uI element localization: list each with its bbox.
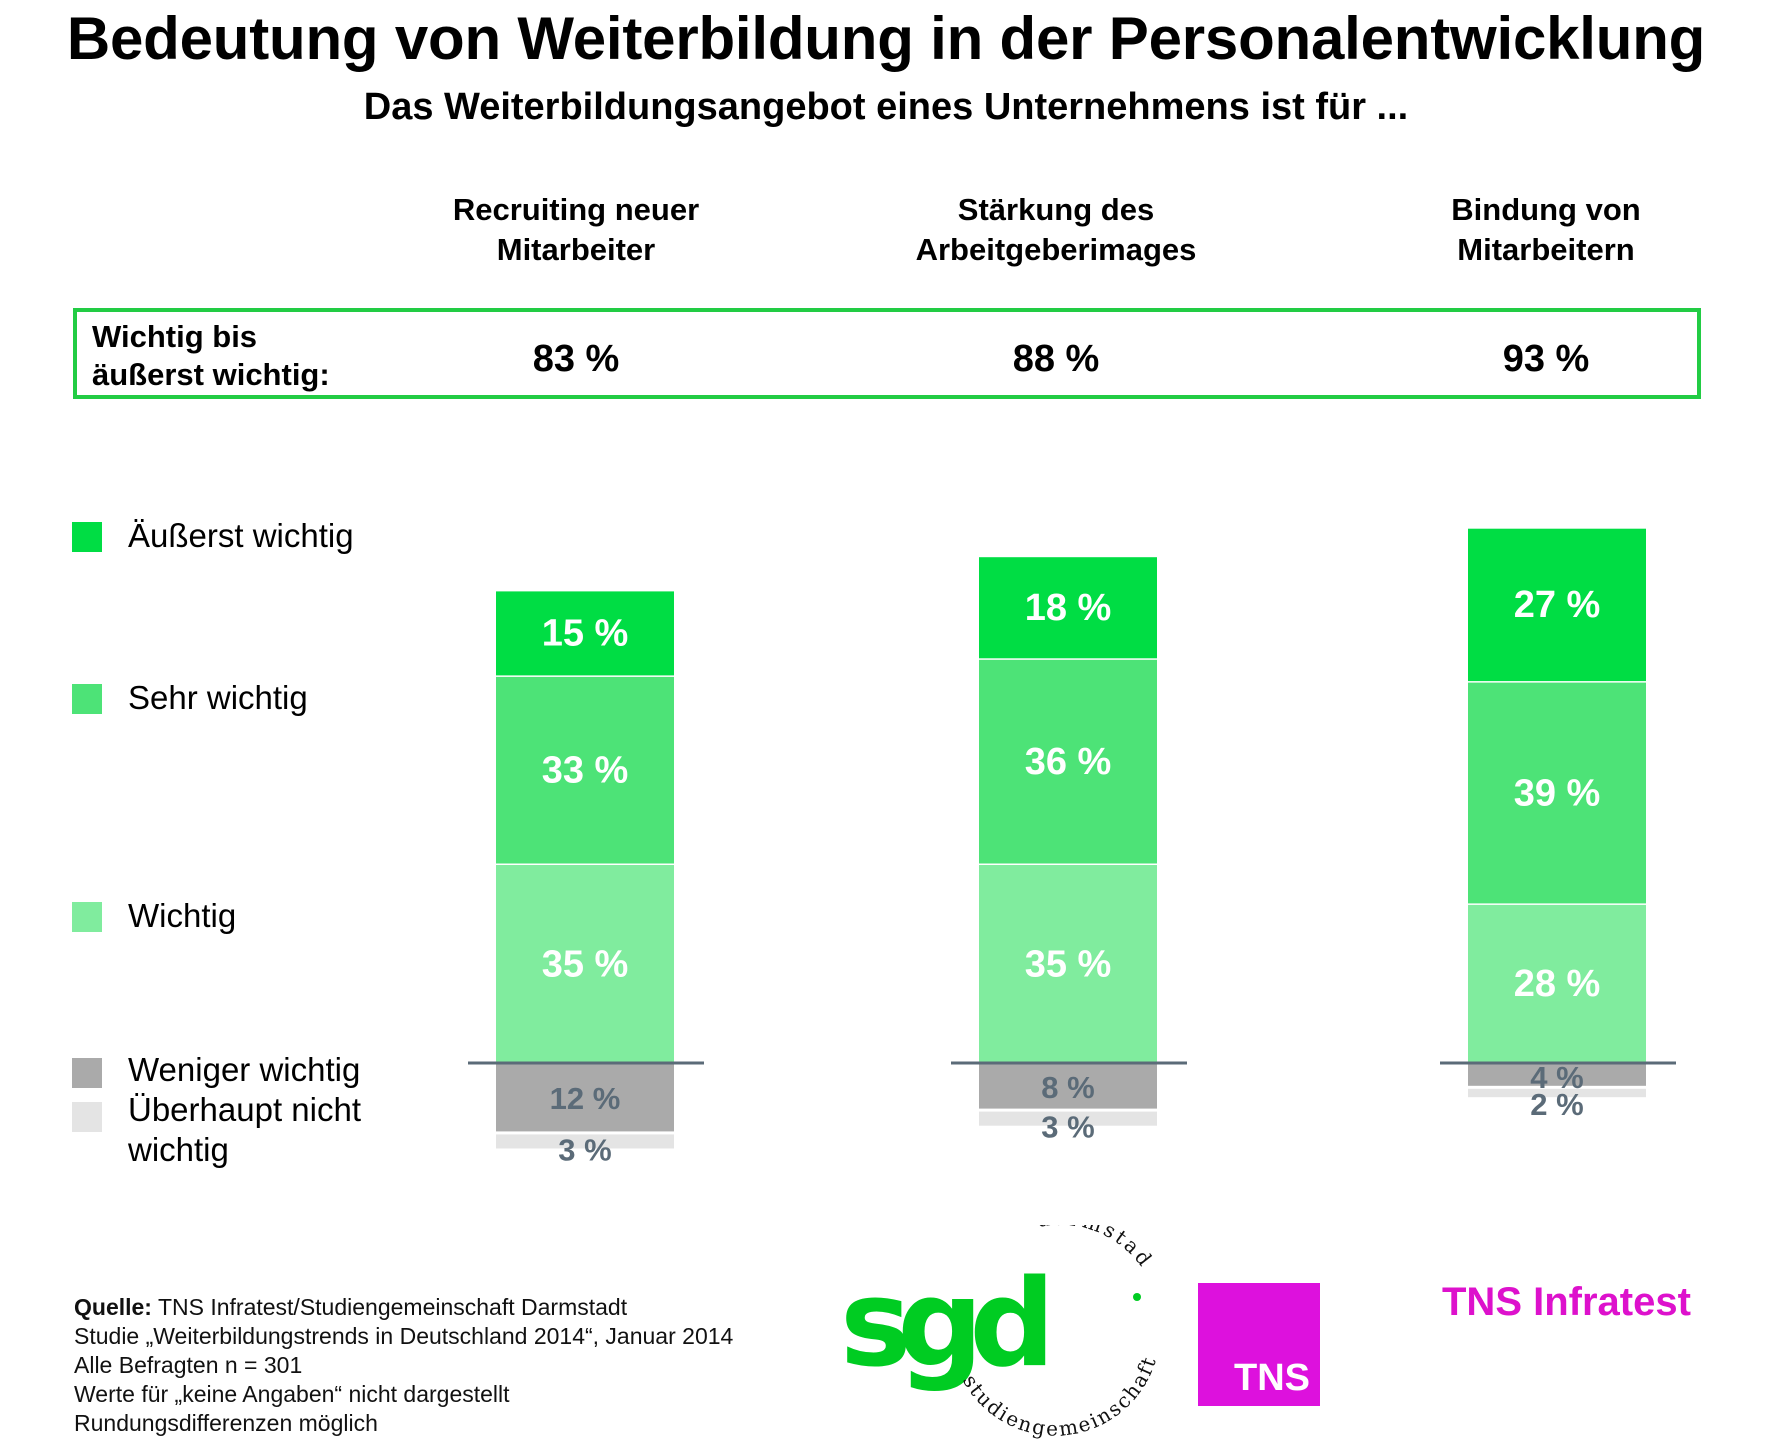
legend-label: Weniger wichtig xyxy=(128,1051,361,1088)
bar-segment xyxy=(1468,904,1646,1063)
data-label: 27 % xyxy=(1514,584,1601,626)
data-label: 8 % xyxy=(1041,1070,1094,1105)
legend-swatch xyxy=(72,522,102,552)
bar-segment xyxy=(1468,528,1646,682)
legend-label: Überhaupt nicht wichtig xyxy=(128,1091,361,1168)
data-label: 28 % xyxy=(1514,963,1601,1005)
data-label: 33 % xyxy=(542,749,629,791)
page-title: Bedeutung von Weiterbildung in der Perso… xyxy=(66,5,1706,72)
data-label: 39 % xyxy=(1514,772,1601,814)
summary-box xyxy=(73,308,1701,399)
bar-segment xyxy=(496,676,674,864)
category-label-recruiting: Recruiting neuer Mitarbeiter xyxy=(452,192,700,267)
category-label-bindung: Bindung von Mitarbeitern xyxy=(1451,192,1641,267)
legend-swatch xyxy=(72,1102,102,1132)
sgd-ring-dot xyxy=(1133,1293,1141,1301)
sgd-logo: sgd darmstadt studiengemeinschaft xyxy=(840,1225,1159,1441)
bar-segment xyxy=(979,659,1157,864)
legend-label: Sehr wichtig xyxy=(128,679,308,716)
legend-swatch xyxy=(72,684,102,714)
data-label: 18 % xyxy=(1025,587,1112,629)
legend-label: Wichtig xyxy=(128,897,237,934)
data-label: 35 % xyxy=(542,943,629,985)
source-line-1: Quelle: TNS Infratest/Studiengemeinschaf… xyxy=(74,1293,733,1322)
stacked-bar-chart: 35 % 33 % 15 % 12 % 3 % 35 % 36 % 18 % 8 % 3 % 28 … xyxy=(468,528,1676,1167)
data-label: 2 % xyxy=(1530,1087,1583,1122)
category-label-arbeitgeberimage: Stärkung des Arbeitgeberimages xyxy=(915,192,1197,267)
tns-infratest-logo-text: TNS Infratest xyxy=(1442,1280,1691,1324)
bar-segment xyxy=(979,1111,1157,1126)
data-label: 35 % xyxy=(1025,943,1112,985)
source-line-3: Alle Befragten n = 301 xyxy=(74,1352,303,1378)
summary-value-recruiting: 83 % xyxy=(532,338,620,380)
summary-value-bindung: 93 % xyxy=(1502,338,1590,380)
source-line-4: Werte für „keine Angaben“ nicht dargeste… xyxy=(74,1381,510,1407)
tns-box-text: TNS xyxy=(1234,1357,1310,1399)
source-line-5: Rundungsdifferenzen möglich xyxy=(74,1410,378,1436)
data-label: 15 % xyxy=(542,613,629,655)
summary-label: Wichtig bis äußerst wichtig: xyxy=(92,319,330,392)
sgd-letters: sgd xyxy=(840,1255,1045,1394)
tns-logo-box: TNS xyxy=(1198,1283,1320,1406)
source-label: Quelle: xyxy=(74,1294,152,1320)
legend-label: Äußerst wichtig xyxy=(128,517,354,554)
source-text: TNS Infratest/Studiengemeinschaft Darmst… xyxy=(151,1294,628,1320)
bar-segment xyxy=(1468,682,1646,904)
data-label: 36 % xyxy=(1025,741,1112,783)
data-label: 3 % xyxy=(1041,1110,1094,1145)
bar-segment xyxy=(496,591,674,676)
bar-segment xyxy=(1468,1088,1646,1098)
source-line-2: Studie „Weiterbildungstrends in Deutschl… xyxy=(74,1323,734,1349)
bar-segment xyxy=(496,1063,674,1132)
bar-segment xyxy=(1468,1063,1646,1086)
bar-segment xyxy=(979,557,1157,659)
data-label: 3 % xyxy=(558,1132,611,1167)
bar-segment xyxy=(979,1063,1157,1109)
bar-segment xyxy=(496,865,674,1063)
summary-value-arbeitgeberimage: 88 % xyxy=(1012,338,1100,380)
legend-swatch xyxy=(72,902,102,932)
bar-segment xyxy=(979,865,1157,1063)
data-label: 12 % xyxy=(550,1081,621,1116)
legend-swatch xyxy=(72,1058,102,1088)
page-subtitle: Das Weiterbildungsangebot eines Unterneh… xyxy=(363,86,1409,128)
bar-segment xyxy=(496,1134,674,1149)
source-note: Quelle: TNS Infratest/Studiengemeinschaf… xyxy=(74,1293,733,1438)
